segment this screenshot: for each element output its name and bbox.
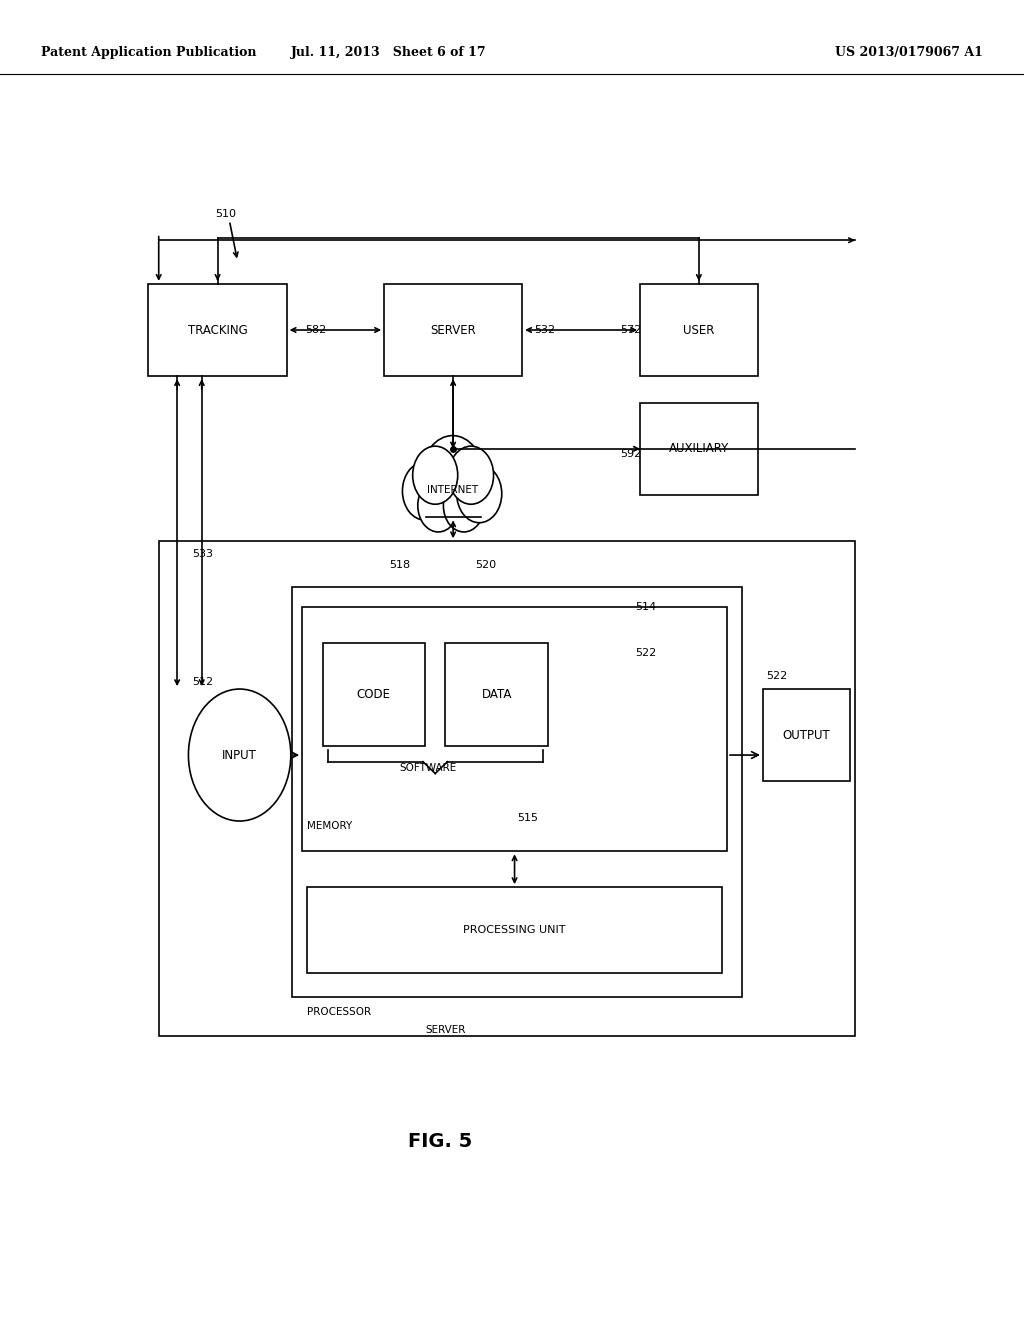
Text: 518: 518 (389, 560, 411, 570)
FancyBboxPatch shape (640, 403, 758, 495)
FancyBboxPatch shape (323, 643, 425, 746)
Text: PROCESSOR: PROCESSOR (307, 1007, 372, 1018)
Text: 522: 522 (635, 648, 656, 659)
FancyBboxPatch shape (148, 284, 287, 376)
Text: SERVER: SERVER (425, 1024, 466, 1035)
Text: 520: 520 (475, 560, 497, 570)
Text: 592: 592 (621, 449, 642, 459)
Text: OUTPUT: OUTPUT (782, 729, 830, 742)
Circle shape (418, 479, 459, 532)
Text: FIG. 5: FIG. 5 (409, 1133, 472, 1151)
FancyBboxPatch shape (292, 587, 742, 997)
Text: INTERNET: INTERNET (427, 484, 478, 495)
Text: 582: 582 (305, 325, 327, 335)
Text: INPUT: INPUT (222, 748, 257, 762)
Text: Patent Application Publication: Patent Application Publication (41, 46, 256, 59)
Text: MEMORY: MEMORY (307, 821, 352, 832)
Text: CODE: CODE (356, 688, 391, 701)
Text: DATA: DATA (481, 688, 512, 701)
Circle shape (413, 446, 458, 504)
Text: 514: 514 (635, 602, 656, 612)
FancyBboxPatch shape (763, 689, 850, 781)
Text: 572: 572 (621, 325, 642, 335)
Text: 532: 532 (535, 325, 556, 335)
Text: 515: 515 (517, 813, 539, 824)
Text: USER: USER (683, 323, 715, 337)
Text: 510: 510 (215, 209, 237, 219)
Text: TRACKING: TRACKING (187, 323, 248, 337)
Circle shape (449, 446, 494, 504)
Circle shape (443, 479, 484, 532)
FancyBboxPatch shape (307, 887, 722, 973)
Text: SOFTWARE: SOFTWARE (399, 763, 457, 774)
FancyBboxPatch shape (159, 541, 855, 1036)
Text: PROCESSING UNIT: PROCESSING UNIT (463, 925, 566, 935)
Circle shape (402, 462, 447, 520)
Text: 533: 533 (193, 549, 214, 560)
Circle shape (422, 436, 483, 515)
Circle shape (457, 465, 502, 523)
Circle shape (188, 689, 291, 821)
FancyBboxPatch shape (640, 284, 758, 376)
Text: Jul. 11, 2013   Sheet 6 of 17: Jul. 11, 2013 Sheet 6 of 17 (291, 46, 487, 59)
FancyBboxPatch shape (384, 284, 522, 376)
Text: US 2013/0179067 A1: US 2013/0179067 A1 (836, 46, 983, 59)
FancyBboxPatch shape (445, 643, 548, 746)
Text: 522: 522 (766, 671, 787, 681)
Text: 512: 512 (193, 677, 214, 688)
FancyBboxPatch shape (302, 607, 727, 851)
Text: SERVER: SERVER (430, 323, 476, 337)
Text: AUXILIARY: AUXILIARY (669, 442, 729, 455)
